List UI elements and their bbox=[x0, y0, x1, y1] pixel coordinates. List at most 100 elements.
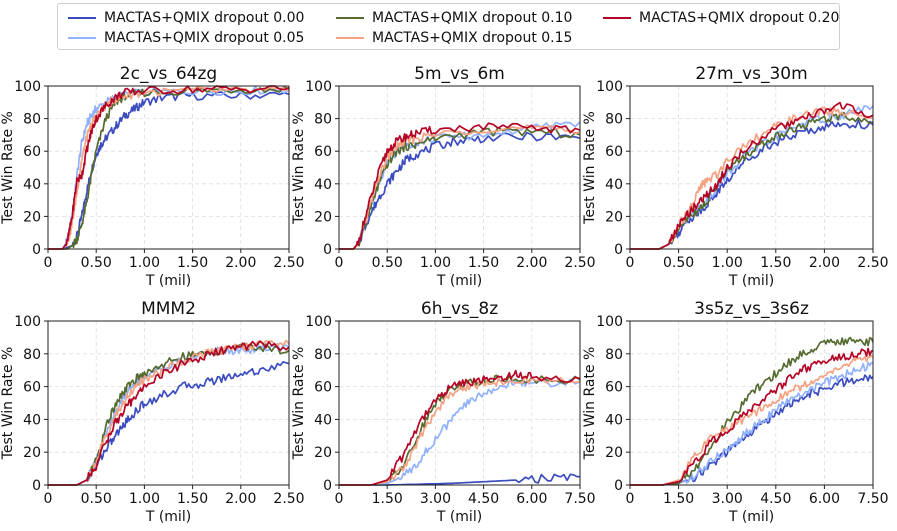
series-line bbox=[48, 342, 290, 486]
x-tick-label: 4.50 bbox=[468, 491, 499, 507]
x-tick-label: 3.00 bbox=[712, 491, 743, 507]
x-axis-label: T (mil) bbox=[728, 273, 774, 289]
legend-swatch bbox=[336, 17, 364, 19]
x-tick-label: 1.50 bbox=[177, 255, 208, 271]
y-tick-label: 0 bbox=[614, 478, 623, 494]
y-tick-label: 0 bbox=[323, 478, 332, 494]
y-tick-label: 20 bbox=[23, 209, 41, 225]
y-tick-label: 60 bbox=[605, 144, 623, 160]
y-tick-label: 40 bbox=[605, 412, 623, 428]
x-tick-label: 0 bbox=[44, 255, 53, 271]
x-tick-label: 1.50 bbox=[177, 491, 208, 507]
y-tick-label: 100 bbox=[14, 314, 41, 330]
series-line bbox=[48, 91, 290, 250]
y-tick-label: 0 bbox=[323, 242, 332, 258]
series-line bbox=[48, 340, 290, 486]
series-line bbox=[630, 119, 874, 250]
x-tick-label: 1.00 bbox=[129, 491, 160, 507]
plot-frame bbox=[629, 320, 874, 486]
x-tick-label: 2.00 bbox=[516, 255, 547, 271]
x-tick-label: 2.50 bbox=[564, 255, 595, 271]
y-tick-label: 60 bbox=[23, 380, 41, 396]
y-tick-label: 40 bbox=[605, 177, 623, 193]
series-line bbox=[339, 369, 581, 486]
plot-frame bbox=[47, 320, 290, 486]
x-tick-label: 7.50 bbox=[857, 491, 888, 507]
legend-label: MACTAS+QMIX dropout 0.05 bbox=[104, 30, 305, 46]
chart-title: 3s5z_vs_3s6z bbox=[694, 299, 809, 319]
x-tick-label: 0.50 bbox=[663, 255, 694, 271]
y-axis-label: Test Win Rate % bbox=[0, 347, 16, 461]
series-line bbox=[48, 85, 290, 250]
x-tick-label: 0.50 bbox=[372, 255, 403, 271]
series-line bbox=[339, 375, 581, 486]
chart-title: 2c_vs_64zg bbox=[120, 64, 217, 84]
legend-swatch bbox=[68, 17, 96, 19]
x-tick-label: 2.50 bbox=[273, 491, 304, 507]
plot-frame bbox=[338, 85, 581, 250]
y-tick-label: 0 bbox=[614, 242, 623, 258]
chart-title: 5m_vs_6m bbox=[414, 64, 505, 84]
legend-swatch bbox=[336, 37, 364, 39]
y-axis-label: Test Win Rate % bbox=[291, 347, 307, 461]
y-tick-label: 100 bbox=[305, 79, 332, 95]
series-line bbox=[630, 361, 874, 486]
x-axis-label: T (mil) bbox=[436, 273, 482, 289]
y-tick-label: 60 bbox=[23, 144, 41, 160]
x-tick-label: 0 bbox=[626, 491, 635, 507]
series-line bbox=[339, 378, 581, 486]
plot-frame bbox=[338, 320, 581, 486]
x-tick-label: 1.50 bbox=[663, 491, 694, 507]
y-tick-label: 20 bbox=[605, 209, 623, 225]
legend-label: MACTAS+QMIX dropout 0.10 bbox=[372, 10, 573, 26]
series-line bbox=[339, 122, 581, 250]
x-tick-label: 1.50 bbox=[760, 255, 791, 271]
x-tick-label: 7.50 bbox=[564, 491, 595, 507]
y-tick-label: 40 bbox=[23, 177, 41, 193]
y-tick-label: 0 bbox=[32, 242, 41, 258]
legend-entry: MACTAS+QMIX dropout 0.10 bbox=[336, 8, 572, 28]
y-axis-label: Test Win Rate % bbox=[0, 111, 16, 225]
series-line bbox=[48, 360, 290, 486]
x-tick-label: 2.50 bbox=[857, 255, 888, 271]
y-tick-label: 80 bbox=[605, 112, 623, 128]
legend-label: MACTAS+QMIX dropout 0.15 bbox=[372, 30, 573, 46]
legend-entry: MACTAS+QMIX dropout 0.20 bbox=[603, 8, 839, 28]
x-tick-label: 0.50 bbox=[81, 255, 112, 271]
series-line bbox=[630, 347, 874, 486]
series-line bbox=[630, 106, 874, 250]
plot-frame bbox=[629, 85, 874, 250]
y-tick-label: 80 bbox=[314, 347, 332, 363]
series-line bbox=[48, 86, 290, 250]
x-tick-label: 4.50 bbox=[760, 491, 791, 507]
legend-entry: MACTAS+QMIX dropout 0.15 bbox=[336, 28, 572, 48]
y-tick-label: 40 bbox=[314, 412, 332, 428]
x-tick-label: 0.50 bbox=[81, 491, 112, 507]
series-line bbox=[630, 354, 874, 486]
legend-entry: MACTAS+QMIX dropout 0.05 bbox=[68, 28, 304, 48]
legend-entry: MACTAS+QMIX dropout 0.00 bbox=[68, 8, 304, 28]
legend-swatch bbox=[603, 17, 631, 19]
legend-label: MACTAS+QMIX dropout 0.00 bbox=[104, 10, 305, 26]
legend-label: MACTAS+QMIX dropout 0.20 bbox=[639, 10, 840, 26]
x-tick-label: 2.00 bbox=[225, 255, 256, 271]
x-tick-label: 1.00 bbox=[420, 255, 451, 271]
x-axis-label: T (mil) bbox=[436, 509, 482, 525]
y-tick-label: 0 bbox=[32, 478, 41, 494]
x-tick-label: 3.00 bbox=[420, 491, 451, 507]
series-line bbox=[48, 339, 290, 486]
y-tick-label: 100 bbox=[596, 314, 623, 330]
x-tick-label: 1.50 bbox=[372, 491, 403, 507]
x-tick-label: 2.00 bbox=[225, 491, 256, 507]
y-tick-label: 20 bbox=[314, 445, 332, 461]
y-tick-label: 40 bbox=[314, 177, 332, 193]
y-axis-label: Test Win Rate % bbox=[582, 347, 598, 461]
x-axis-label: T (mil) bbox=[145, 509, 191, 525]
x-axis-label: T (mil) bbox=[728, 509, 774, 525]
x-tick-label: 2.00 bbox=[809, 255, 840, 271]
x-axis-label: T (mil) bbox=[145, 273, 191, 289]
series-line bbox=[630, 101, 874, 250]
x-tick-label: 1.50 bbox=[468, 255, 499, 271]
x-tick-label: 0 bbox=[626, 255, 635, 271]
x-tick-label: 0 bbox=[335, 255, 344, 271]
